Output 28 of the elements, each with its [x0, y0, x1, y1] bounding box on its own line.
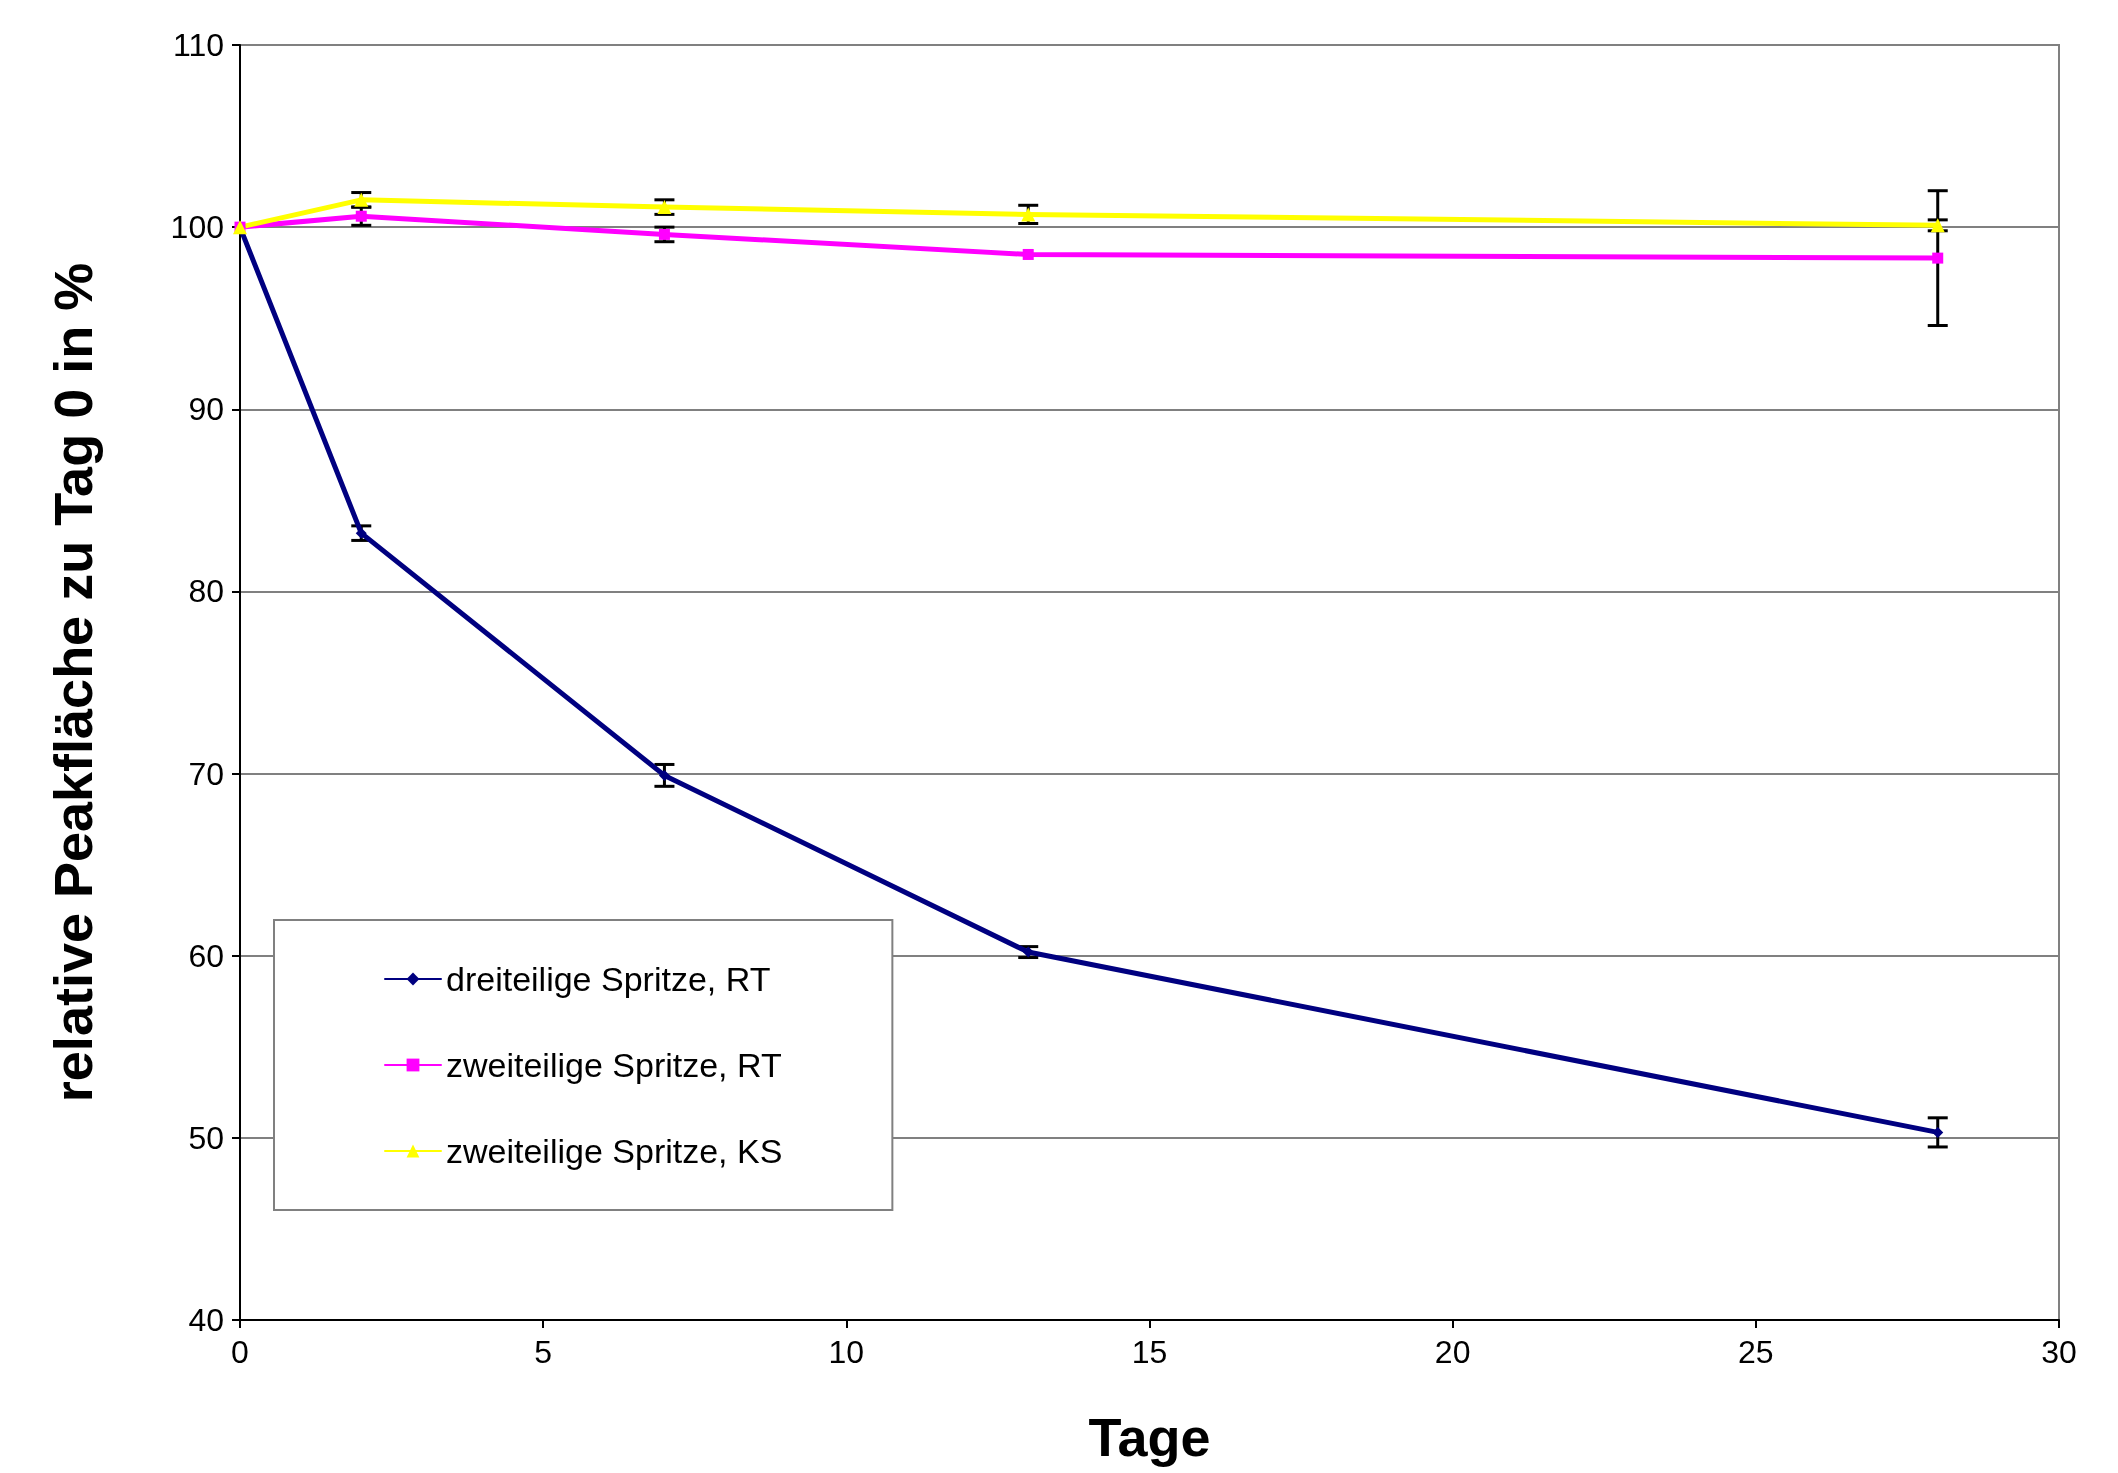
y-tick-label: 50: [188, 1119, 224, 1156]
x-tick-label: 25: [1738, 1334, 1774, 1370]
point: [1022, 946, 1034, 958]
y-tick-label: 90: [188, 391, 224, 428]
x-tick-label: 5: [534, 1334, 553, 1370]
x-tick-label: 15: [1131, 1334, 1168, 1370]
x-tick-label: 30: [2041, 1334, 2077, 1370]
point: [1932, 252, 1944, 264]
y-tick-label: 40: [188, 1302, 224, 1338]
y-tick-label: 110: [172, 27, 224, 63]
y-tick-label: 80: [188, 573, 224, 610]
x-tick-label: 0: [231, 1334, 249, 1370]
x-axis-title: Tage: [1088, 1407, 1211, 1467]
point: [355, 527, 367, 539]
legend-label: dreiteilige Spritze, RT: [446, 960, 771, 998]
point: [658, 228, 670, 240]
legend-label: zweiteilige Spritze, RT: [446, 1046, 782, 1084]
y-tick-label: 100: [170, 209, 224, 246]
point: [1932, 1126, 1944, 1138]
legend-label: zweiteilige Spritze, KS: [446, 1132, 783, 1170]
x-tick-label: 10: [828, 1334, 865, 1370]
point: [355, 210, 367, 222]
y-axis-title: relative Peakfläche zu Tag 0 in %: [43, 262, 103, 1103]
point: [1022, 248, 1034, 260]
y-tick-label: 70: [188, 755, 224, 792]
x-tick-label: 20: [1434, 1334, 1471, 1370]
point: [658, 769, 670, 781]
y-tick-label: 60: [188, 937, 224, 974]
